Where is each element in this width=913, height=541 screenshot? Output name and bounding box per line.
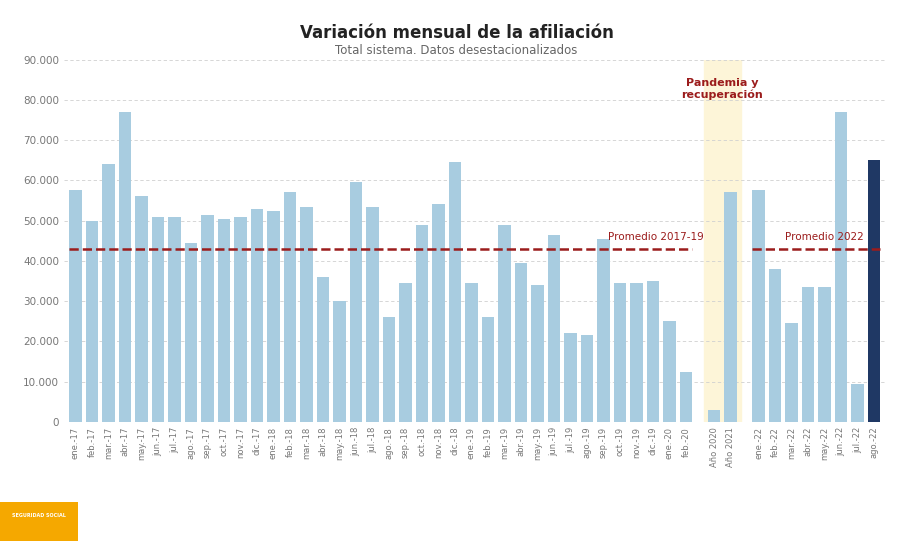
Bar (317, 277, 330, 422)
Bar (399, 283, 412, 422)
Bar (680, 372, 692, 422)
Bar (818, 287, 831, 422)
Bar (432, 204, 445, 422)
Bar (350, 182, 362, 422)
Bar (119, 112, 131, 422)
Bar (724, 193, 737, 422)
Bar (769, 269, 782, 422)
Bar (704, 60, 740, 422)
Bar (802, 287, 814, 422)
Bar (868, 160, 880, 422)
Bar (851, 384, 864, 422)
Bar (69, 190, 81, 422)
Text: Variación mensual de la afiliación: Variación mensual de la afiliación (299, 24, 614, 42)
Bar (449, 162, 461, 422)
Bar (581, 335, 593, 422)
Bar (152, 216, 164, 422)
Bar (834, 112, 847, 422)
Bar (333, 301, 346, 422)
Bar (284, 193, 296, 422)
Bar (102, 164, 115, 422)
Text: Promedio 2022: Promedio 2022 (785, 232, 865, 242)
Bar (708, 410, 720, 422)
Bar (383, 317, 395, 422)
Bar (268, 210, 279, 422)
Text: Total sistema. Datos desestacionalizados: Total sistema. Datos desestacionalizados (335, 44, 578, 57)
Bar (135, 196, 148, 422)
Bar (663, 321, 676, 422)
Bar (548, 235, 561, 422)
Bar (785, 324, 798, 422)
Bar (564, 333, 577, 422)
Bar (86, 221, 98, 422)
Bar (168, 216, 181, 422)
Bar (482, 317, 494, 422)
Bar (752, 190, 765, 422)
Bar (515, 263, 527, 422)
Bar (614, 283, 626, 422)
Bar (597, 239, 610, 422)
Bar (366, 207, 379, 422)
Bar (498, 225, 510, 422)
Bar (646, 281, 659, 422)
Bar (235, 216, 247, 422)
Bar (415, 225, 428, 422)
Bar (251, 208, 263, 422)
Bar (466, 283, 477, 422)
Bar (630, 283, 643, 422)
Text: SEGURIDAD SOCIAL: SEGURIDAD SOCIAL (12, 513, 66, 518)
Bar (218, 219, 230, 422)
Bar (531, 285, 543, 422)
Text: Pandemia y
recuperación: Pandemia y recuperación (681, 78, 763, 100)
Text: Promedio 2017-19: Promedio 2017-19 (608, 232, 704, 242)
Bar (300, 207, 312, 422)
Bar (201, 215, 214, 422)
Bar (184, 243, 197, 422)
